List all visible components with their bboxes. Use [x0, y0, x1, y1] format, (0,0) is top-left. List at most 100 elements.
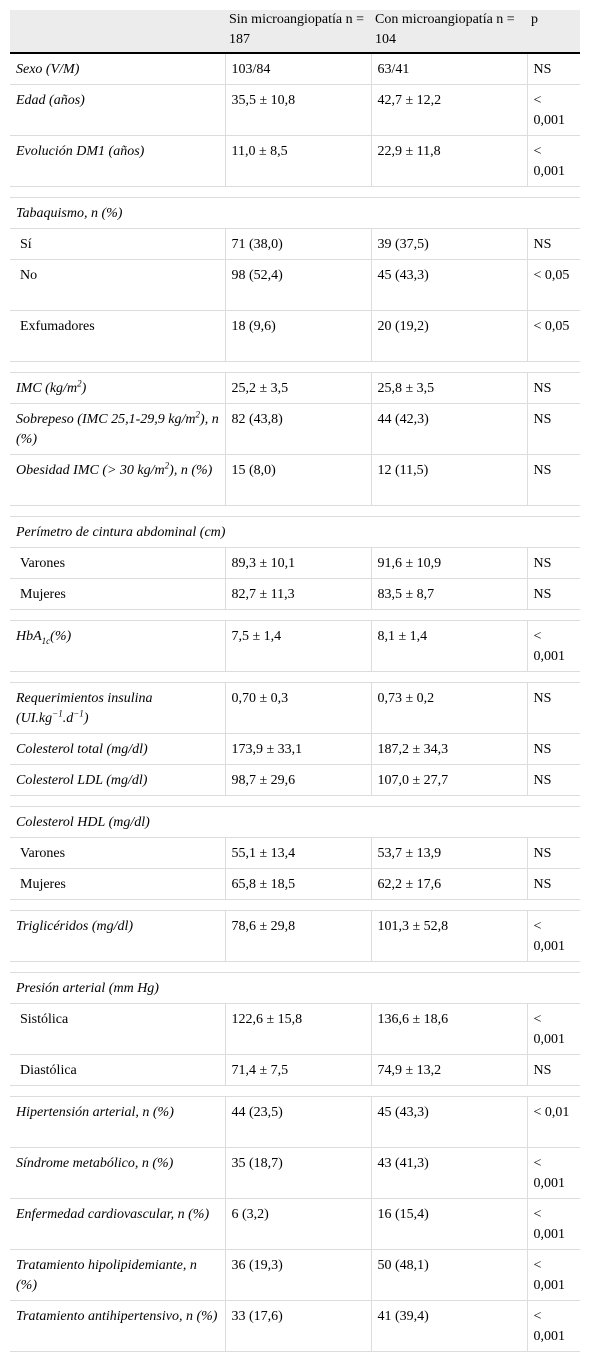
value-without: 35,5 ± 10,8: [225, 84, 372, 136]
spacer-cell: [10, 899, 580, 911]
value-without: 82 (43,8): [225, 403, 372, 455]
p-value: < 0,01: [527, 1096, 580, 1148]
row-label: Obesidad IMC (> 30 kg/m2), n (%): [10, 454, 226, 506]
value-with: 43 (41,3): [371, 1147, 528, 1199]
value-without: 122,6 ± 15,8: [225, 1003, 372, 1055]
section-label: Presión arterial (mm Hg): [10, 972, 580, 1004]
p-value: < 0,05: [527, 259, 580, 311]
table-row: Requerimientos insulina (UI.kg−1.d−1) 0,7…: [10, 682, 580, 734]
value-with: 41 (39,4): [371, 1300, 528, 1352]
value-with: 16 (15,4): [371, 1198, 528, 1250]
row-label: Sistólica: [10, 1003, 226, 1055]
value-without: 65,8 ± 18,5: [225, 868, 372, 900]
row-label: Colesterol total (mg/dl): [10, 733, 226, 765]
table-row: Sobrepeso (IMC 25,1-29,9 kg/m2), n (%) 82…: [10, 403, 580, 455]
value-without: 55,1 ± 13,4: [225, 837, 372, 869]
table-row: No 98 (52,4) 45 (43,3) < 0,05: [10, 259, 580, 311]
value-without: 18 (9,6): [225, 310, 372, 362]
value-with: 45 (43,3): [371, 259, 528, 311]
row-label: Hipertensión arterial, n (%): [10, 1096, 226, 1148]
header-with-microangiopathy: Con microangiopatía n = 104: [371, 10, 527, 54]
table-row: Síndrome metabólico, n (%) 35 (18,7) 43 (4…: [10, 1147, 580, 1199]
p-value: NS: [527, 228, 580, 260]
p-value: < 0,001: [527, 1003, 580, 1055]
p-value: < 0,001: [527, 135, 580, 187]
p-value: < 0,001: [527, 1249, 580, 1301]
spacer-row: [10, 186, 580, 198]
row-label: Enfermedad cardiovascular, n (%): [10, 1198, 226, 1250]
p-value: NS: [527, 1054, 580, 1086]
p-value: NS: [527, 454, 580, 506]
row-label: Diastólica: [10, 1054, 226, 1086]
table-row: Sexo (V/M) 103/84 63/41 NS: [10, 53, 580, 85]
table-row: Varones 89,3 ± 10,1 91,6 ± 10,9 NS: [10, 547, 580, 579]
section-label: Perímetro de cintura abdominal (cm): [10, 516, 580, 548]
table-row: Diastólica 71,4 ± 7,5 74,9 ± 13,2 NS: [10, 1054, 580, 1086]
table-row: Exfumadores 18 (9,6) 20 (19,2) < 0,05: [10, 310, 580, 362]
value-with: 63/41: [371, 53, 528, 85]
value-without: 98,7 ± 29,6: [225, 764, 372, 796]
table-row: Enfermedad cardiovascular, n (%) 6 (3,2) 1…: [10, 1198, 580, 1250]
value-with: 74,9 ± 13,2: [371, 1054, 528, 1086]
p-value: NS: [527, 403, 580, 455]
spacer-row: [10, 361, 580, 373]
spacer-row: [10, 609, 580, 621]
row-label: Síndrome metabólico, n (%): [10, 1147, 226, 1199]
table-row: Sí 71 (38,0) 39 (37,5) NS: [10, 228, 580, 260]
spacer-cell: [10, 961, 580, 973]
spacer-row: [10, 795, 580, 807]
spacer-row: [10, 899, 580, 911]
value-with: 42,7 ± 12,2: [371, 84, 528, 136]
table-row: Varones 55,1 ± 13,4 53,7 ± 13,9 NS: [10, 837, 580, 869]
p-value: NS: [527, 764, 580, 796]
table-row: IMC (kg/m2) 25,2 ± 3,5 25,8 ± 3,5 NS: [10, 372, 580, 404]
value-with: 50 (48,1): [371, 1249, 528, 1301]
value-without: 44 (23,5): [225, 1096, 372, 1148]
table-row: Obesidad IMC (> 30 kg/m2), n (%) 15 (8,0)…: [10, 454, 580, 506]
table-row: Edad (años) 35,5 ± 10,8 42,7 ± 12,2 < 0,001: [10, 84, 580, 136]
p-value: NS: [527, 372, 580, 404]
value-without: 98 (52,4): [225, 259, 372, 311]
value-without: 71,4 ± 7,5: [225, 1054, 372, 1086]
value-without: 33 (17,6): [225, 1300, 372, 1352]
value-without: 173,9 ± 33,1: [225, 733, 372, 765]
row-label: HbA1c(%): [10, 620, 226, 672]
value-without: 36 (19,3): [225, 1249, 372, 1301]
table-row: Mujeres 65,8 ± 18,5 62,2 ± 17,6 NS: [10, 868, 580, 900]
value-with: 107,0 ± 27,7: [371, 764, 528, 796]
row-label: Sexo (V/M): [10, 53, 226, 85]
row-label: Varones: [10, 547, 226, 579]
value-with: 0,73 ± 0,2: [371, 682, 528, 734]
value-without: 71 (38,0): [225, 228, 372, 260]
section-label: Tabaquismo, n (%): [10, 197, 580, 229]
value-without: 25,2 ± 3,5: [225, 372, 372, 404]
row-label: Tratamiento hipolipidemiante, n (%): [10, 1249, 226, 1301]
spacer-cell: [10, 361, 580, 373]
table-header: Sin microangiopatía n = 187 Con microang…: [10, 10, 580, 54]
value-with: 91,6 ± 10,9: [371, 547, 528, 579]
p-value: NS: [527, 547, 580, 579]
value-without: 6 (3,2): [225, 1198, 372, 1250]
value-with: 25,8 ± 3,5: [371, 372, 528, 404]
row-label: Varones: [10, 837, 226, 869]
comparison-table: Sin microangiopatía n = 187 Con microang…: [10, 10, 580, 1352]
value-with: 8,1 ± 1,4: [371, 620, 528, 672]
value-without: 78,6 ± 29,8: [225, 910, 372, 962]
table-body: Sexo (V/M) 103/84 63/41 NS Edad (años) 35,5 ±…: [10, 53, 580, 1352]
header-variable: [10, 10, 225, 54]
value-without: 7,5 ± 1,4: [225, 620, 372, 672]
p-value: < 0,001: [527, 84, 580, 136]
value-with: 53,7 ± 13,9: [371, 837, 528, 869]
row-label: Triglicéridos (mg/dl): [10, 910, 226, 962]
value-with: 83,5 ± 8,7: [371, 578, 528, 610]
row-label: Sí: [10, 228, 226, 260]
value-without: 35 (18,7): [225, 1147, 372, 1199]
spacer-cell: [10, 609, 580, 621]
row-label: Tratamiento antihipertensivo, n (%): [10, 1300, 226, 1352]
row-label: Evolución DM1 (años): [10, 135, 226, 187]
value-with: 62,2 ± 17,6: [371, 868, 528, 900]
table-row: Evolución DM1 (años) 11,0 ± 8,5 22,9 ± 11,…: [10, 135, 580, 187]
section-label: Colesterol HDL (mg/dl): [10, 806, 580, 838]
row-label: Exfumadores: [10, 310, 226, 362]
p-value: NS: [527, 868, 580, 900]
